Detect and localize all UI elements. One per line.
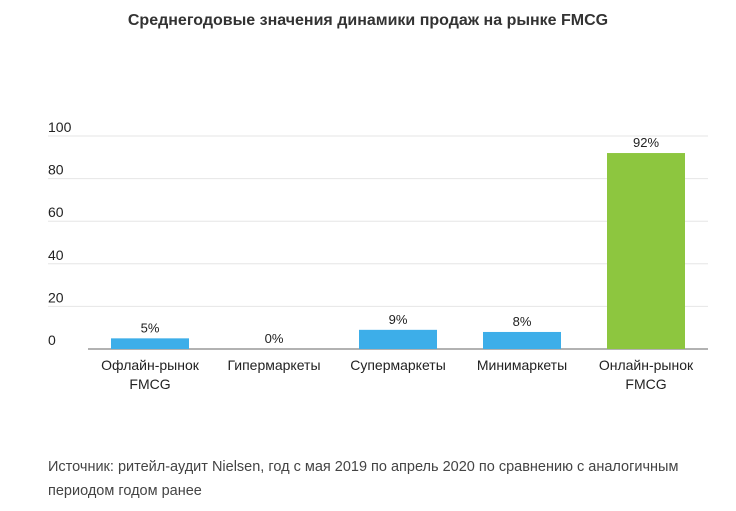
y-tick-label: 100 <box>48 119 72 135</box>
x-axis: Офлайн-рынок FMCG Гипермаркеты Супермаркеты… <box>101 357 694 392</box>
grid-lines <box>48 135 708 350</box>
x-tick-label: Офлайн-рынок <box>101 357 200 373</box>
y-tick-label: 0 <box>48 332 56 348</box>
x-tick-label: Минимаркеты <box>477 357 567 373</box>
data-label: 92% <box>633 135 659 150</box>
data-label: 0% <box>265 331 284 346</box>
x-tick-label: Супермаркеты <box>350 357 446 373</box>
bar <box>111 338 189 349</box>
x-tick-label: Гипермаркеты <box>227 357 320 373</box>
x-tick-label: FMCG <box>625 376 666 392</box>
y-tick-label: 20 <box>48 289 64 305</box>
bar <box>359 329 437 349</box>
data-labels: 5% 0% 9% 8% 92% <box>141 135 660 346</box>
y-tick-label: 80 <box>48 162 64 178</box>
y-tick-label: 60 <box>48 204 64 220</box>
chart-title: Среднегодовые значения динамики продаж н… <box>127 12 609 29</box>
data-label: 9% <box>389 312 408 327</box>
y-tick-label: 40 <box>48 247 64 263</box>
source-note: Источник: ритейл-аудит Nielsen, год с ма… <box>48 459 679 499</box>
bars <box>111 153 685 349</box>
bar <box>607 153 685 349</box>
bar <box>483 331 561 349</box>
x-tick-label: FMCG <box>129 376 170 392</box>
data-label: 8% <box>513 314 532 329</box>
x-tick-label: Онлайн-рынок <box>599 357 694 373</box>
data-label: 5% <box>141 320 160 335</box>
y-axis: 0 20 40 60 80 100 <box>48 119 72 348</box>
